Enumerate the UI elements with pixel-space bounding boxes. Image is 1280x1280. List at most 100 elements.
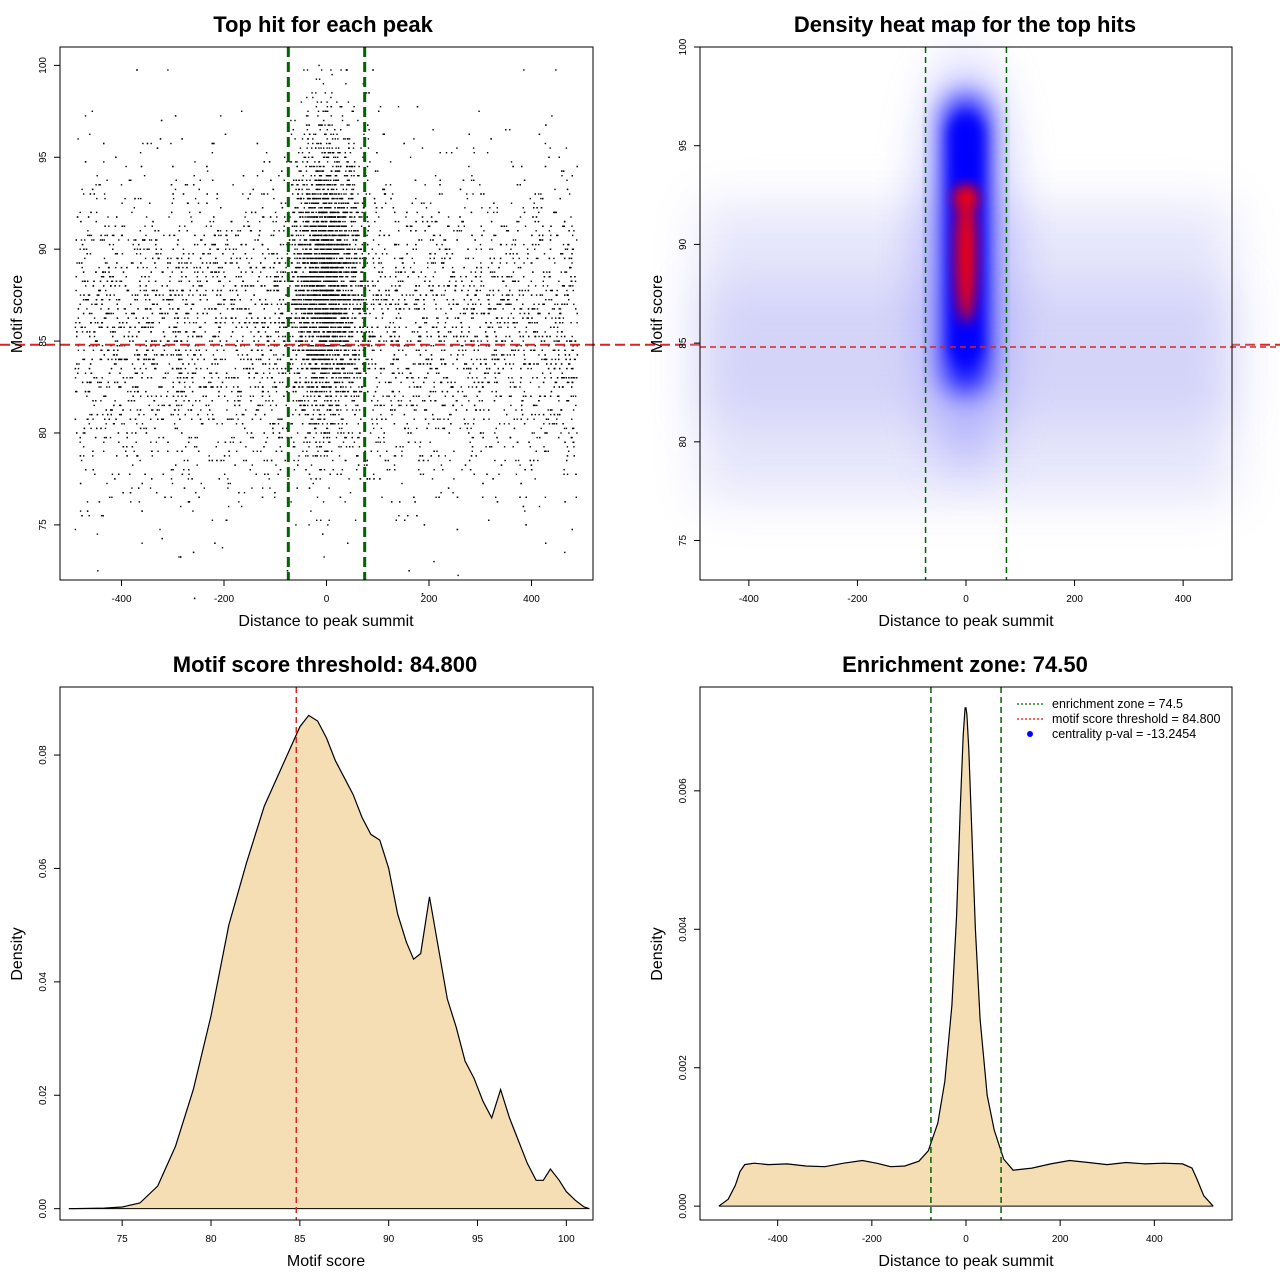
scatter-point [309, 285, 312, 287]
scatter-point [323, 197, 325, 200]
scatter-point [368, 253, 370, 255]
scatter-point [285, 404, 287, 407]
scatter-point [278, 335, 280, 338]
scatter-point [314, 308, 316, 310]
scatter-point [304, 404, 306, 407]
scatter-point [343, 312, 345, 315]
scatter-point [316, 101, 319, 103]
scatter-point [312, 230, 315, 232]
scatter-point [343, 317, 346, 319]
scatter-point [290, 161, 293, 163]
scatter-point [317, 193, 319, 195]
scatter-point [345, 202, 347, 204]
scatter-point [334, 331, 336, 333]
scatter-point [345, 266, 348, 269]
scatter-point [292, 234, 294, 237]
scatter-point [523, 262, 525, 264]
scatter-point [352, 303, 354, 305]
scatter-point [320, 175, 322, 177]
scatter-point [336, 133, 338, 135]
scatter-point [328, 202, 330, 204]
scatter-point [326, 409, 329, 411]
scatter-point [323, 280, 325, 282]
scatter-point [424, 184, 426, 186]
scatter-point [535, 230, 537, 232]
scatter-point [321, 308, 323, 310]
scatter-point [317, 423, 320, 425]
scatter-point [349, 372, 351, 374]
scatter-point [302, 262, 305, 264]
scatter-point [337, 404, 339, 407]
scatter-point [324, 363, 326, 365]
scatter-point [318, 413, 321, 416]
scatter-point [325, 211, 327, 214]
scatter-point [378, 243, 380, 246]
scatter-point [314, 381, 317, 384]
scatter-point [360, 390, 363, 393]
scatter-point [321, 289, 323, 292]
scatter-point [312, 96, 314, 99]
scatter-point [325, 280, 328, 282]
scatter-point [310, 280, 313, 282]
scatter-point [320, 413, 322, 416]
scatter-point [348, 147, 350, 149]
scatter-point [325, 220, 327, 223]
scatter-point [333, 234, 336, 237]
scatter-point [335, 175, 338, 177]
scatter-point [320, 216, 322, 218]
scatter-point [308, 193, 310, 195]
scatter-point [306, 280, 308, 282]
scatter-point [352, 188, 355, 191]
scatter-point [330, 216, 332, 218]
scatter-point [296, 165, 298, 168]
scatter-point [335, 225, 337, 227]
scatter-point [328, 335, 331, 338]
scatter-point [290, 423, 292, 425]
scatter-point [371, 358, 373, 361]
scatter-point [235, 276, 237, 278]
scatter-point [315, 211, 317, 214]
scatter-point [345, 193, 347, 195]
scatter-point [470, 271, 472, 273]
scatter-point [83, 193, 85, 195]
scatter-point [421, 147, 424, 149]
scatter-point [489, 207, 491, 209]
scatter-point [151, 409, 153, 411]
scatter-point [305, 377, 307, 379]
scatter-point [500, 395, 502, 397]
scatter-point [361, 285, 363, 287]
scatter-point [337, 197, 339, 200]
scatter-point [344, 372, 347, 374]
scatter-point [301, 152, 304, 154]
scatter-point [96, 175, 98, 177]
scatter-point [322, 358, 324, 361]
scatter-point [359, 216, 361, 218]
scatter-point [315, 193, 317, 195]
scatter-point [308, 294, 310, 296]
scatter-point [118, 386, 120, 388]
scatter-point [343, 262, 346, 264]
scatter-point [260, 271, 262, 273]
scatter-point [353, 175, 355, 177]
scatter-point [311, 276, 314, 278]
scatter-point [465, 257, 467, 260]
scatter-point [326, 289, 329, 292]
scatter-point [362, 202, 364, 204]
scatter-point [269, 372, 271, 374]
scatter-point [290, 280, 293, 282]
scatter-point [227, 478, 229, 480]
scatter-point [320, 266, 323, 269]
scatter-point [330, 193, 332, 195]
scatter-point [318, 390, 320, 393]
scatter-point [451, 266, 454, 269]
scatter-point [342, 331, 344, 333]
scatter-point [270, 335, 272, 338]
scatter-point [296, 248, 298, 250]
scatter-point [328, 432, 330, 434]
scatter-point [324, 124, 326, 126]
scatter-point [413, 331, 415, 333]
scatter-point [533, 202, 535, 204]
scatter-point [307, 225, 309, 227]
scatter-point [317, 110, 320, 112]
scatter-point [331, 450, 333, 452]
